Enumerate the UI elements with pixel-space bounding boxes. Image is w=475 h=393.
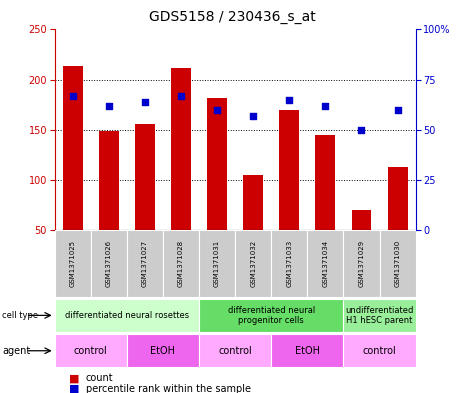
Text: undifferentiated
H1 hESC parent: undifferentiated H1 hESC parent (345, 306, 414, 325)
Point (249, 112, 257, 119)
Bar (135, 124, 155, 230)
Bar (315, 135, 335, 230)
Text: EtOH: EtOH (295, 346, 320, 356)
Text: GSM1371028: GSM1371028 (178, 240, 184, 287)
Text: control: control (74, 346, 108, 356)
Text: GSM1371030: GSM1371030 (395, 240, 400, 287)
Point (177, 92, 185, 99)
Text: ■: ■ (69, 384, 79, 393)
Text: differentiated neural
progenitor cells: differentiated neural progenitor cells (228, 306, 315, 325)
Bar (55, 230, 91, 297)
Text: GSM1371033: GSM1371033 (286, 240, 292, 287)
Point (285, 96, 293, 103)
Point (105, 103, 113, 109)
Point (322, 103, 329, 109)
Text: percentile rank within the sample: percentile rank within the sample (86, 384, 250, 393)
Text: control: control (218, 346, 252, 356)
Bar (343, 230, 380, 297)
Bar (343, 334, 416, 367)
Bar (127, 230, 163, 297)
Text: EtOH: EtOH (151, 346, 175, 356)
Bar (352, 210, 371, 230)
Text: GSM1371031: GSM1371031 (214, 240, 220, 287)
Point (141, 99, 149, 105)
Bar (199, 230, 235, 297)
Text: GSM1371034: GSM1371034 (323, 240, 328, 287)
Bar (388, 167, 408, 230)
Bar (55, 334, 127, 367)
Text: agent: agent (2, 346, 30, 356)
Bar (91, 230, 127, 297)
Bar (199, 334, 271, 367)
Text: cell type: cell type (2, 311, 38, 320)
Bar (127, 334, 199, 367)
Point (69, 92, 76, 99)
Bar (271, 334, 343, 367)
Bar (235, 230, 271, 297)
Text: GSM1371027: GSM1371027 (142, 240, 148, 287)
Text: ■: ■ (69, 373, 79, 384)
Bar (63, 66, 83, 230)
Bar (380, 230, 416, 297)
Point (358, 127, 365, 133)
Text: GSM1371026: GSM1371026 (106, 240, 112, 287)
Bar (199, 299, 343, 332)
Text: control: control (362, 346, 397, 356)
Bar (55, 299, 199, 332)
Bar (171, 68, 191, 230)
Text: GSM1371025: GSM1371025 (70, 240, 76, 287)
Text: GDS5158 / 230436_s_at: GDS5158 / 230436_s_at (149, 10, 316, 24)
Bar (307, 230, 343, 297)
Bar (343, 299, 416, 332)
Bar (243, 175, 263, 230)
Bar (271, 230, 307, 297)
Point (394, 107, 401, 113)
Bar (279, 110, 299, 230)
Bar (163, 230, 199, 297)
Bar (99, 131, 119, 230)
Text: GSM1371029: GSM1371029 (359, 240, 364, 287)
Text: count: count (86, 373, 113, 384)
Bar (207, 97, 227, 230)
Point (213, 107, 221, 113)
Text: GSM1371032: GSM1371032 (250, 240, 256, 287)
Text: differentiated neural rosettes: differentiated neural rosettes (65, 311, 189, 320)
